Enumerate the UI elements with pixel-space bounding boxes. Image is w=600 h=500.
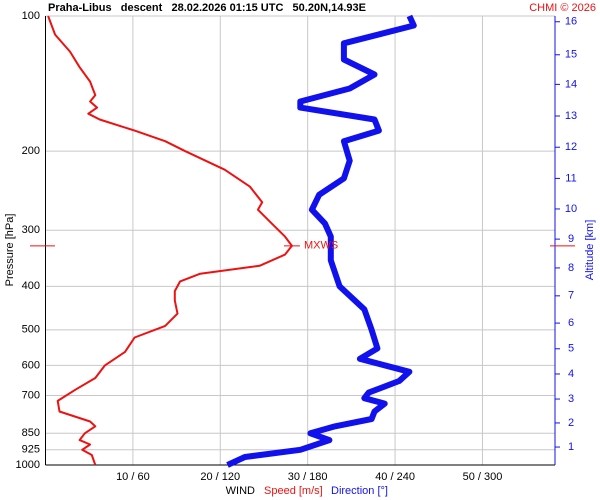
- y-tick-label: 300: [22, 224, 40, 236]
- y2-tick-label: 5: [568, 343, 574, 355]
- y2-tick-label: 14: [565, 78, 577, 90]
- x-tick-label: 20 / 120: [200, 471, 240, 483]
- y2-tick-label: 3: [568, 393, 574, 405]
- y2-tick-label: 2: [568, 417, 574, 429]
- y-tick-label: 700: [22, 389, 40, 401]
- x-tick-label: 30 / 180: [288, 471, 328, 483]
- credit: CHMI © 2026: [529, 2, 596, 14]
- y-tick-label: 1000: [16, 459, 40, 471]
- profile-line: [47, 15, 293, 466]
- max-wind-label: MXWS: [304, 240, 338, 252]
- legend-entry: Direction [°]: [331, 485, 388, 497]
- y-tick-label: 200: [22, 145, 40, 157]
- x-axis-label: WIND: [226, 485, 255, 497]
- chart-title: Praha-Libus descent 28.02.2026 01:15 UTC…: [48, 2, 366, 14]
- y2-tick-label: 15: [565, 49, 577, 61]
- y2-tick-label: 9: [568, 233, 574, 245]
- legend-entry: Speed [m/s]: [264, 485, 323, 497]
- y2-tick-label: 1: [568, 441, 574, 453]
- profile-line: [226, 14, 417, 468]
- y2-tick-label: 12: [565, 141, 577, 153]
- y2-tick-label: 10: [565, 203, 577, 215]
- y-tick-label: 500: [22, 324, 40, 336]
- y2-tick-label: 7: [568, 290, 574, 302]
- y-axis-label: Pressure [hPa]: [4, 214, 16, 287]
- y-tick-label: 600: [22, 359, 40, 371]
- y2-tick-label: 4: [568, 368, 574, 380]
- y2-tick-label: 6: [568, 317, 574, 329]
- y2-tick-label: 13: [565, 110, 577, 122]
- y-tick-label: 100: [22, 10, 40, 22]
- y-tick-label: 850: [22, 427, 40, 439]
- x-tick-label: 10 / 60: [116, 471, 150, 483]
- x-tick-label: 40 / 240: [375, 471, 415, 483]
- y2-axis-label: Altitude [km]: [584, 220, 596, 281]
- y2-tick-label: 8: [568, 262, 574, 274]
- y-tick-label: 400: [22, 280, 40, 292]
- y2-tick-label: 16: [565, 16, 577, 28]
- y-tick-label: 925: [22, 444, 40, 456]
- x-tick-label: 50 / 300: [463, 471, 503, 483]
- y2-tick-label: 11: [565, 172, 576, 184]
